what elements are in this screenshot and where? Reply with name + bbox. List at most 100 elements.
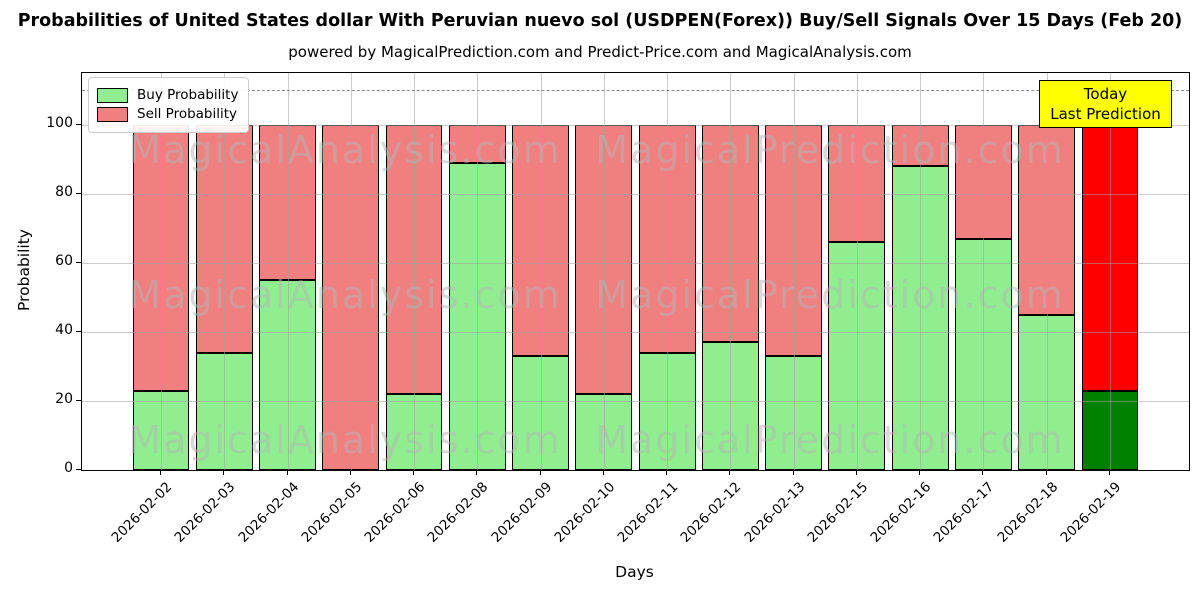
x-tick-label: 2026-02-06: [361, 479, 429, 546]
x-tick-label: 2026-02-16: [867, 479, 935, 546]
gridline-vertical: [477, 73, 479, 470]
x-tick-label: 2026-02-09: [488, 479, 555, 546]
x-axis-title: Days: [615, 563, 654, 581]
gridline-vertical: [540, 73, 542, 470]
gridline-horizontal: [82, 262, 1189, 264]
x-tick-mark: [413, 470, 415, 475]
bar-buy-segment: [575, 394, 633, 470]
sell-probability-swatch: [97, 106, 128, 122]
bar-sell-segment: [828, 124, 886, 243]
x-tick-label: 2026-02-15: [804, 479, 872, 546]
y-tick-label: 100: [46, 114, 73, 131]
gridline-vertical: [350, 73, 352, 470]
dashed-reference-line: [82, 90, 1189, 92]
gridline-horizontal: [82, 193, 1189, 195]
bar-buy-segment: [954, 238, 1012, 470]
watermark-text: MagicalPrediction.com: [595, 128, 1065, 172]
gridline-vertical: [414, 73, 416, 470]
gridline-vertical: [603, 73, 605, 470]
legend-item-buy: Buy Probability: [97, 87, 238, 103]
legend-buy-label: Buy Probability: [137, 87, 239, 103]
chart-title: Probabilities of United States dollar Wi…: [17, 11, 1183, 31]
buy-probability-swatch: [97, 87, 128, 103]
watermark-text: MagicalAnalysis.com: [128, 128, 562, 172]
x-tick-mark: [286, 470, 288, 475]
watermark-text: MagicalAnalysis.com: [128, 418, 562, 462]
bar-sell-segment: [512, 124, 569, 357]
today-annotation-line1: Today: [1083, 85, 1128, 103]
bar-buy-segment: [385, 394, 443, 470]
bar-buy-segment: [259, 280, 316, 470]
bar-buy-segment: [891, 166, 949, 470]
x-tick-label: 2026-02-04: [235, 479, 302, 546]
x-tick-mark: [1108, 470, 1110, 475]
y-tick-label: 20: [55, 391, 73, 407]
bar-sell-segment: [575, 124, 633, 395]
x-tick-mark: [729, 470, 731, 475]
legend-sell-label: Sell Probability: [137, 106, 238, 122]
x-tick-mark: [476, 470, 478, 475]
y-axis-title: Probability: [15, 229, 33, 311]
x-tick-label: 2026-02-18: [994, 479, 1062, 546]
x-tick-label: 2026-02-11: [614, 479, 682, 546]
bar-buy-segment: [828, 242, 886, 470]
y-tick-mark: [76, 261, 81, 263]
x-tick-label: 2026-02-03: [171, 479, 239, 546]
x-tick-label: 2026-02-17: [930, 479, 998, 546]
watermark-text: MagicalPrediction.com: [595, 273, 1065, 317]
bar-sell-segment: [1018, 124, 1076, 315]
gridline-vertical: [730, 73, 732, 470]
watermark-text: MagicalAnalysis.com: [128, 273, 562, 317]
gridline-vertical: [793, 73, 795, 470]
y-tick-label: 0: [64, 460, 73, 476]
y-tick-mark: [76, 400, 81, 401]
x-tick-mark: [855, 470, 857, 475]
x-tick-mark: [792, 470, 794, 475]
x-tick-label: 2026-02-02: [108, 479, 176, 546]
x-tick-mark: [919, 470, 921, 475]
watermark-text: MagicalPrediction.com: [595, 418, 1065, 462]
x-tick-mark: [666, 470, 668, 475]
x-tick-mark: [539, 470, 541, 475]
x-tick-mark: [349, 470, 351, 475]
x-tick-mark: [160, 470, 162, 475]
x-tick-label: 2026-02-10: [551, 479, 619, 546]
x-tick-mark: [1045, 470, 1047, 475]
x-tick-mark: [982, 470, 984, 475]
y-tick-mark: [76, 123, 81, 125]
bar-sell-segment: [132, 124, 190, 391]
bar-sell-segment: [701, 124, 759, 343]
gridline-vertical: [161, 73, 163, 470]
y-tick-label: 60: [55, 252, 73, 269]
bar-sell-segment: [385, 124, 443, 395]
gridline-vertical: [1109, 73, 1111, 470]
bar-sell-segment: [891, 124, 949, 167]
y-tick-label: 80: [55, 183, 73, 200]
bar-buy-segment: [132, 390, 190, 470]
x-tick-label: 2026-02-08: [424, 479, 492, 546]
bar-buy-segment: [701, 342, 759, 470]
gridline-horizontal: [82, 124, 1189, 126]
y-tick-mark: [76, 192, 81, 194]
x-tick-mark: [223, 470, 225, 475]
bar-buy-segment: [448, 162, 506, 470]
gridline-vertical: [287, 73, 289, 470]
gridline-horizontal: [82, 331, 1189, 333]
bar-buy-segment: [1018, 314, 1076, 470]
legend: Buy Probability Sell Probability: [88, 77, 250, 133]
gridline-horizontal: [82, 401, 1189, 402]
y-tick-label: 40: [55, 321, 73, 338]
plot-area: Buy Probability Sell Probability: [81, 72, 1190, 471]
today-annotation: Today Last Prediction: [1039, 80, 1172, 128]
today-annotation-line2: Last Prediction: [1050, 105, 1161, 123]
gridline-vertical: [224, 73, 226, 470]
x-tick-mark: [602, 470, 604, 475]
gridline-vertical: [920, 73, 922, 470]
y-tick-mark: [76, 469, 81, 470]
gridline-vertical: [1046, 73, 1048, 470]
bar-buy-segment: [512, 356, 569, 470]
gridline-vertical: [856, 73, 858, 470]
gridline-vertical: [983, 73, 985, 470]
x-tick-label: 2026-02-12: [677, 479, 745, 546]
